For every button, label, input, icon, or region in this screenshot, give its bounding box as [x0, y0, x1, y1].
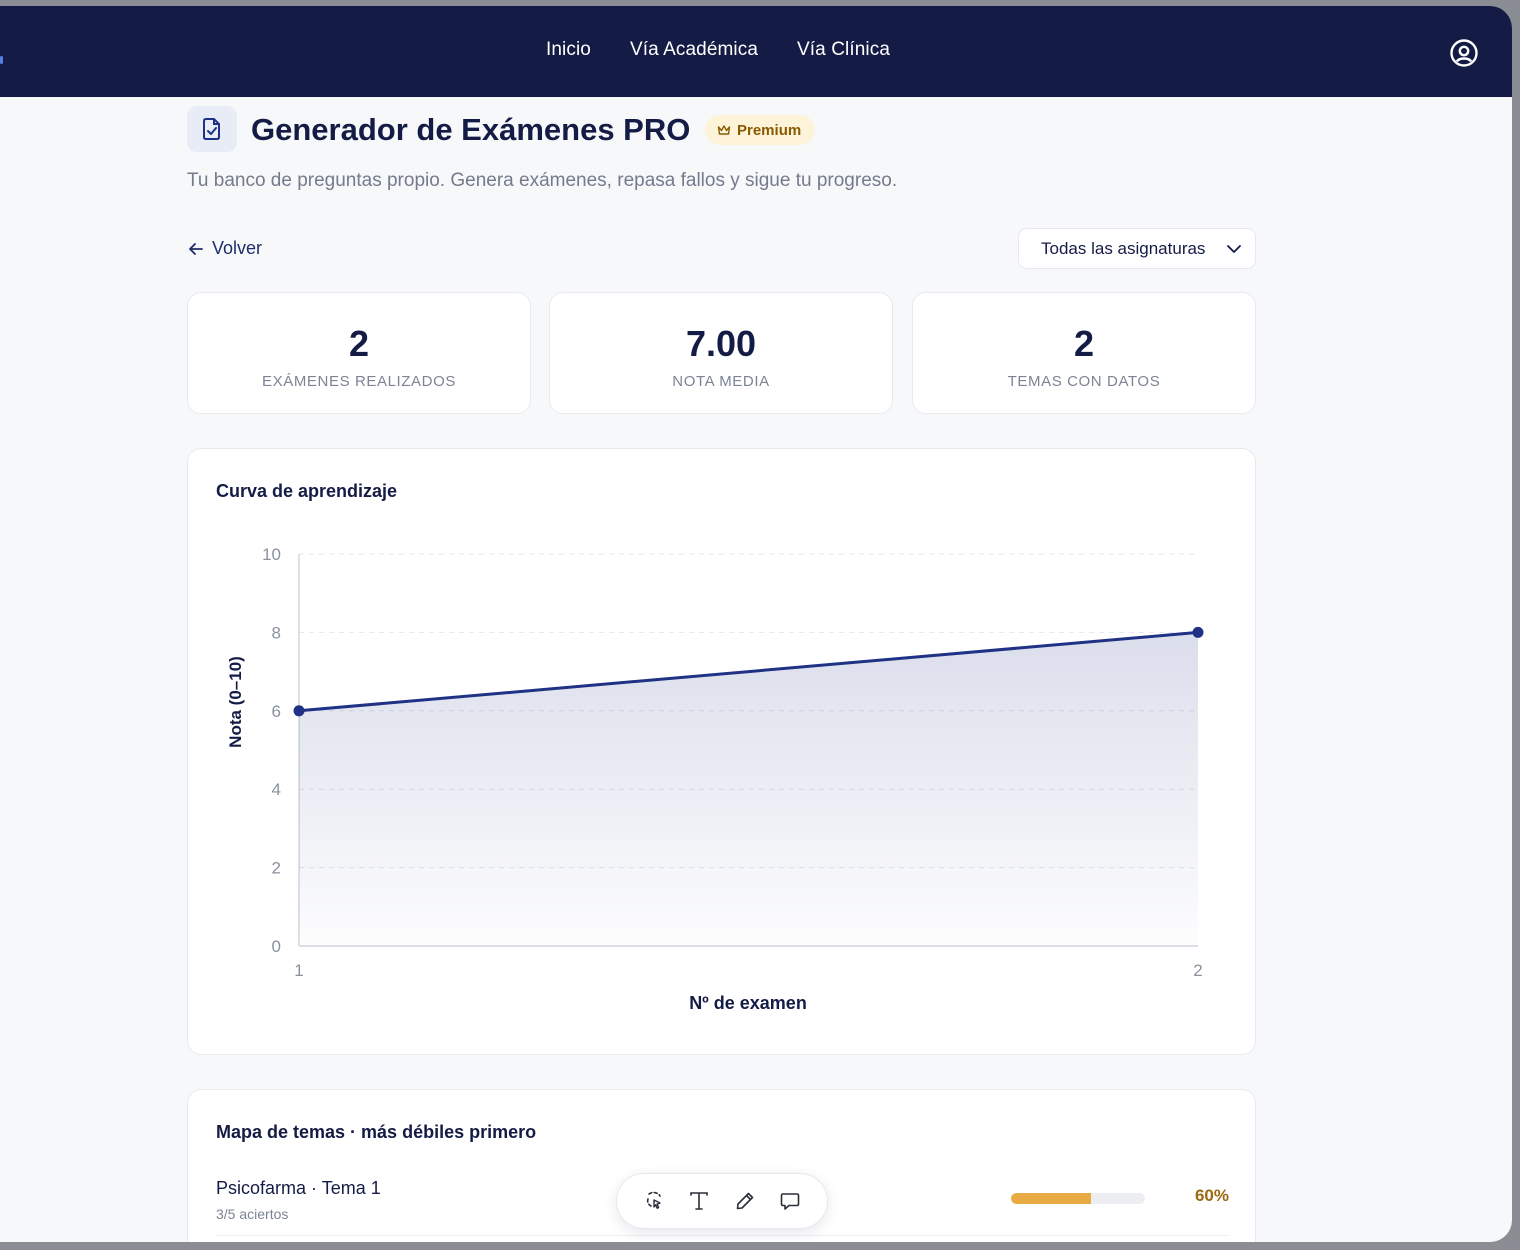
topic-progress-fill: [1011, 1193, 1092, 1204]
logo-edge: [0, 56, 3, 64]
subject-select[interactable]: Todas las asignaturas: [1018, 228, 1256, 269]
crown-icon: [717, 125, 731, 135]
y-axis-label: Nota (0–10): [226, 656, 245, 748]
chevron-down-icon: [1227, 245, 1241, 253]
topic-name: Psicofarma · Tema 1: [216, 1178, 381, 1198]
premium-badge: Premium: [705, 115, 816, 145]
nav-via-clinica[interactable]: Vía Clínica: [797, 39, 890, 60]
stat-value: 2: [1073, 323, 1095, 364]
stat-label: Nota media: [672, 373, 770, 390]
y-tick-label: 0: [272, 937, 281, 956]
y-tick-label: 10: [262, 545, 281, 564]
title-icon-box: [187, 106, 237, 152]
chart-series: [293, 626, 1204, 946]
stat-card-topics: 2 Temas con datos: [912, 292, 1256, 414]
topic-percent: 60%: [1194, 1186, 1229, 1205]
lasso-select-icon[interactable]: [639, 1186, 669, 1216]
pen-icon[interactable]: [730, 1186, 760, 1216]
x-tick-label: 1: [294, 961, 303, 980]
nav-inicio[interactable]: Inicio: [546, 39, 591, 60]
series-line: [298, 630, 1199, 713]
topic-progress-bar: [1011, 1193, 1145, 1204]
main-nav: Inicio Vía Académica Vía Clínica: [546, 39, 890, 61]
user-circle-icon[interactable]: [1449, 38, 1479, 68]
stat-value: 2: [348, 323, 370, 364]
top-navbar: Inicio Vía Académica Vía Clínica: [0, 6, 1512, 97]
series-area: [299, 632, 1198, 946]
stat-value: 7.00: [685, 323, 757, 364]
data-point: [293, 705, 305, 717]
stat-card-exams: 2 Exámenes realizados: [187, 292, 531, 414]
stat-label: Temas con datos: [1007, 373, 1161, 390]
comment-icon[interactable]: [775, 1186, 805, 1216]
app-window: Inicio Vía Académica Vía Clínica Generad…: [0, 6, 1512, 1242]
arrow-left-icon: [189, 242, 203, 255]
premium-badge-label: Premium: [737, 121, 802, 139]
y-tick-label: 2: [272, 859, 281, 878]
annotation-toolbar: [616, 1173, 828, 1229]
page-title: Generador de Exámenes PRO: [251, 112, 691, 147]
topic-detail: 3/5 aciertos: [216, 1206, 289, 1222]
y-tick-label: 6: [272, 702, 281, 721]
y-tick-label: 8: [272, 623, 281, 642]
topic-map-title: Mapa de temas · más débiles primero: [216, 1122, 537, 1142]
y-tick-label: 4: [272, 780, 281, 799]
page-subtitle: Tu banco de preguntas propio. Genera exá…: [187, 170, 898, 191]
nav-via-academica[interactable]: Vía Académica: [629, 39, 759, 60]
stat-card-average: 7.00 Nota media: [549, 292, 893, 414]
stat-label: Exámenes realizados: [262, 373, 456, 390]
data-point: [1192, 626, 1204, 638]
topic-row[interactable]: Psicofarma · Tema 1 3/5 aciertos 60%: [216, 1178, 1229, 1236]
text-icon[interactable]: [684, 1186, 714, 1216]
y-tick-labels: 0 2 4 6 8 10: [262, 545, 281, 956]
back-button[interactable]: Volver: [188, 238, 262, 259]
x-axis-label: Nº de examen: [689, 993, 807, 1013]
subject-select-value: Todas las asignaturas: [1041, 238, 1206, 258]
back-label: Volver: [212, 238, 263, 258]
document-check-icon: [203, 118, 220, 140]
x-tick-label: 2: [1193, 961, 1202, 980]
chart-title: Curva de aprendizaje: [216, 481, 398, 501]
